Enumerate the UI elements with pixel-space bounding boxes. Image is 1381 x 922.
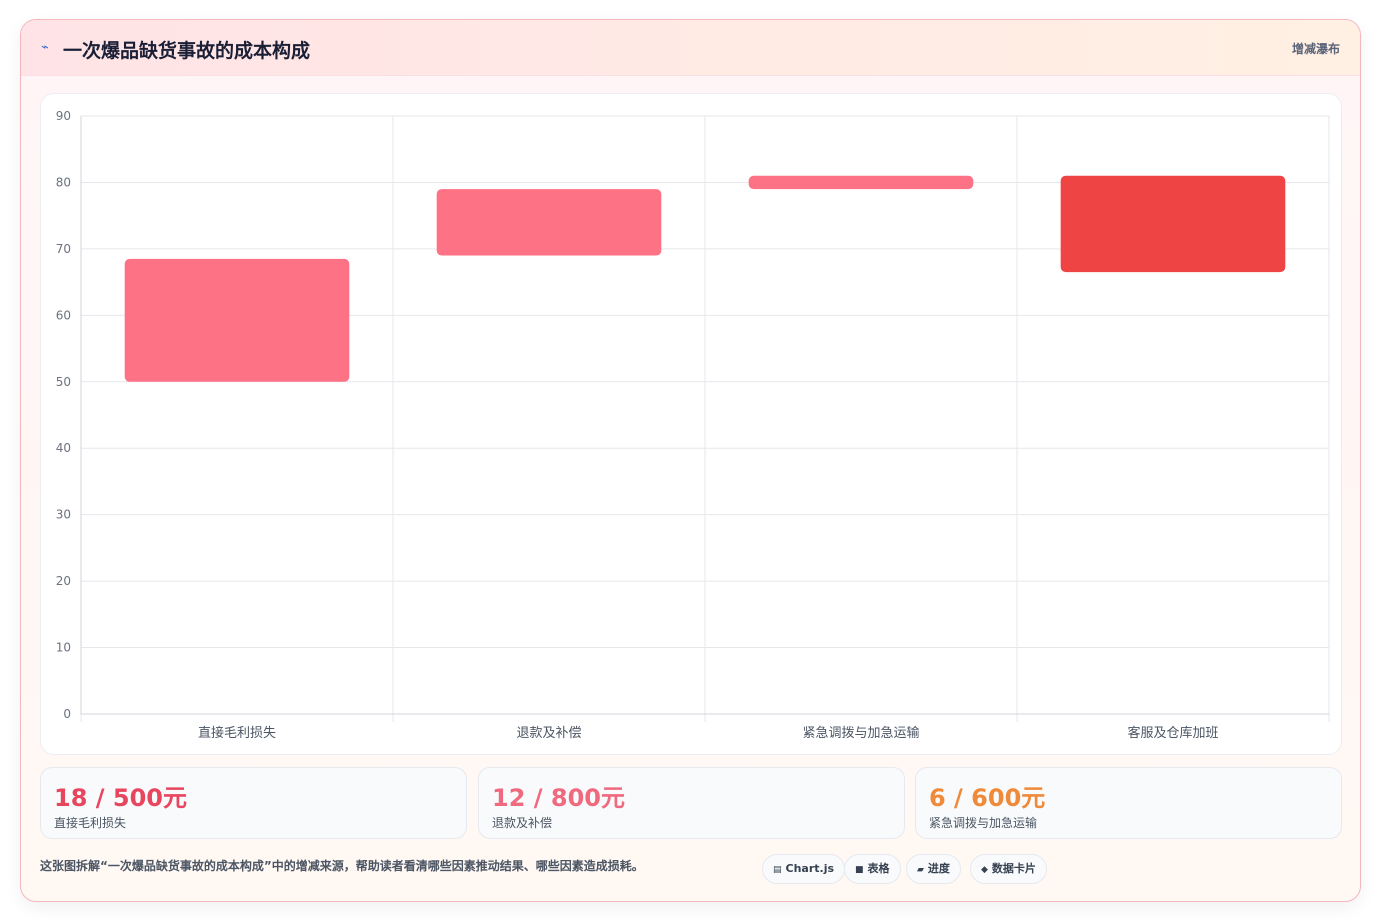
chart-card: ⌁ 一次爆品缺货事故的成本构成 增减瀑布 0 10 20 30 40 50 60 70 80 90… xyxy=(20,19,1361,902)
x-category-label: 直接毛利损失 xyxy=(198,725,276,741)
pill-label: Chart.js xyxy=(785,862,835,875)
pill-label: 数据卡片 xyxy=(991,862,1036,875)
pill-label: 表格 xyxy=(867,862,890,875)
waterfall-chart: 0 10 20 30 40 50 60 70 80 90 直接毛利损失 退款及补偿 紧急调拨与加急运输 客… xyxy=(56,109,1330,741)
pill-progress[interactable]: ▰ 进度 xyxy=(906,854,961,884)
stat-label: 直接毛利损失 xyxy=(54,816,127,830)
x-category-label: 紧急调拨与加急运输 xyxy=(802,725,919,741)
y-tick-label: 20 xyxy=(56,574,71,588)
card-icon: ◆ xyxy=(981,865,988,875)
chart-title: 一次爆品缺货事故的成本构成 xyxy=(63,40,311,62)
y-tick-label: 50 xyxy=(56,375,71,389)
y-tick-label: 0 xyxy=(63,707,71,721)
waterfall-bar xyxy=(1060,175,1286,273)
y-tick-label: 60 xyxy=(56,308,71,322)
stat-cards: 18 / 500元 直接毛利损失 12 / 800元 退款及补偿 6 / 600… xyxy=(40,767,1342,839)
stat-value: 18 / 500元 xyxy=(54,784,187,812)
x-category-label: 客服及仓库加班 xyxy=(1127,725,1218,741)
stat-card-transport: 6 / 600元 紧急调拨与加急运输 xyxy=(915,767,1342,839)
y-tick-label: 90 xyxy=(56,109,71,123)
pill-chartjs[interactable]: ▤ Chart.js xyxy=(762,854,846,884)
y-tick-label: 30 xyxy=(56,508,71,522)
waterfall-bar xyxy=(748,175,974,190)
waterfall-bar xyxy=(436,189,662,256)
waterfall-bar xyxy=(124,258,350,382)
stat-card-gross-margin: 18 / 500元 直接毛利损失 xyxy=(40,767,467,839)
chart-icon: ▤ xyxy=(773,865,782,875)
y-tick-label: 70 xyxy=(56,242,71,256)
chart-description: 这张图拆解“一次爆品缺货事故的成本构成”中的增减来源，帮助读者看清哪些因素推动结… xyxy=(40,859,644,873)
stat-card-refund: 12 / 800元 退款及补偿 xyxy=(478,767,905,839)
table-icon: ■ xyxy=(855,865,864,875)
y-tick-label: 40 xyxy=(56,441,71,455)
stat-label: 紧急调拨与加急运输 xyxy=(929,816,1038,830)
stat-value: 6 / 600元 xyxy=(929,784,1046,812)
x-category-label: 退款及补偿 xyxy=(516,726,581,741)
pill-label: 进度 xyxy=(927,862,950,875)
y-tick-label: 80 xyxy=(56,175,71,189)
chart-panel: 0 10 20 30 40 50 60 70 80 90 直接毛利损失 退款及补偿 紧急调拨与加急运输 客… xyxy=(40,93,1342,755)
stat-label: 退款及补偿 xyxy=(492,816,553,830)
chart-type-tag: 增减瀑布 xyxy=(1291,42,1340,56)
lightning-icon: ⌁ xyxy=(41,40,49,55)
y-tick-label: 10 xyxy=(56,641,71,655)
stat-value: 12 / 800元 xyxy=(492,784,625,812)
pill-table[interactable]: ■ 表格 xyxy=(844,854,901,884)
card-header: ⌁ 一次爆品缺货事故的成本构成 增减瀑布 xyxy=(21,20,1360,76)
progress-icon: ▰ xyxy=(917,865,924,875)
pill-data-card[interactable]: ◆ 数据卡片 xyxy=(970,854,1047,884)
